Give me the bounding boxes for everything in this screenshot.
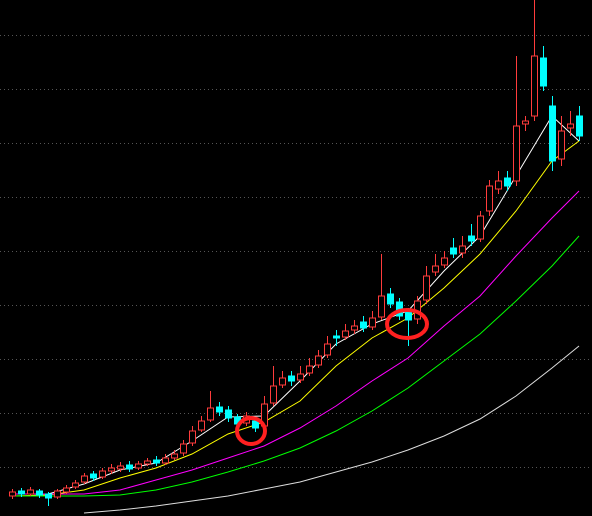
annotations: [235, 308, 429, 446]
candle-body: [567, 123, 574, 129]
candle-body: [495, 180, 502, 190]
candle-body: [441, 257, 448, 266]
candle-body: [522, 120, 529, 125]
candle-body: [18, 490, 25, 495]
candle-body: [387, 293, 394, 305]
candle-body: [468, 235, 475, 242]
candle-body: [513, 125, 520, 182]
candle-body: [90, 473, 97, 479]
candle-body: [36, 490, 43, 496]
candle-body: [531, 55, 538, 117]
candle-body: [198, 420, 205, 431]
candle-body: [558, 130, 565, 160]
candle-body: [81, 475, 88, 483]
candle-body: [216, 406, 223, 413]
candle-body: [378, 295, 385, 318]
candle-body: [459, 245, 466, 254]
candle-body: [99, 470, 106, 478]
candle-body: [162, 457, 169, 464]
candle-body: [180, 443, 187, 454]
candle-body: [549, 105, 556, 162]
candle-body: [360, 321, 367, 329]
candle-body: [126, 464, 133, 470]
candle-body: [108, 467, 115, 472]
grid: [0, 35, 592, 468]
highlight-circle: [385, 308, 429, 340]
ma-line: [11, 140, 580, 497]
candle-body: [486, 185, 493, 212]
candle-body: [423, 275, 430, 301]
candle-body: [117, 465, 124, 470]
candle-body: [540, 57, 547, 87]
candle-body: [9, 491, 16, 497]
candle-body: [351, 325, 358, 331]
candle-body: [369, 317, 376, 328]
candle-body: [504, 177, 511, 187]
candle-body: [135, 463, 142, 469]
candle-body: [54, 490, 61, 498]
candle-body: [144, 460, 151, 465]
candle-body: [225, 409, 232, 419]
candle-body: [405, 310, 412, 321]
candle-body: [477, 215, 484, 240]
candle-body: [342, 330, 349, 338]
candle-body: [153, 459, 160, 464]
ma-line: [12, 190, 580, 495]
highlight-circle: [235, 416, 267, 446]
moving-averages: [11, 115, 580, 514]
candle-body: [45, 493, 52, 499]
candle-body: [27, 489, 34, 495]
candle-body: [252, 420, 259, 429]
candle-body: [324, 343, 331, 356]
candle-body: [288, 375, 295, 382]
candle-body: [63, 487, 70, 493]
candle-body: [576, 115, 583, 137]
candle-body: [333, 335, 340, 339]
candle-body: [207, 407, 214, 421]
candle-body: [270, 385, 277, 404]
candle-body: [432, 265, 439, 273]
ma-line: [12, 235, 580, 497]
candle-body: [450, 247, 457, 255]
candle-body: [72, 482, 79, 488]
candle-body: [171, 453, 178, 459]
ma-line: [83, 345, 580, 514]
candle-body: [189, 430, 196, 444]
candle-body: [306, 365, 313, 374]
candle-body: [279, 377, 286, 386]
candle-body: [315, 355, 322, 366]
candle-body: [297, 373, 304, 381]
